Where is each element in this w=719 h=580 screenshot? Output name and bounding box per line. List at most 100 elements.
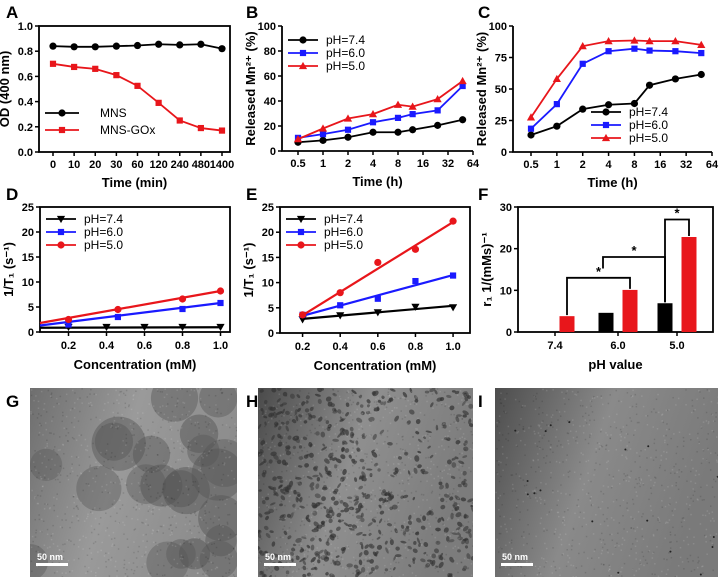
noise [543,499,546,502]
noise [605,444,607,447]
noise [449,535,451,537]
noise [339,516,341,518]
noise [303,446,306,449]
noise [654,573,656,576]
noise [575,394,578,396]
noise [87,513,89,516]
particle-fragment [332,393,337,397]
noise [652,426,654,428]
residual-dot [617,571,620,574]
particle-fragment [454,506,460,512]
noise [392,469,395,471]
noise [515,505,518,507]
series-line [297,80,464,140]
noise [287,561,290,564]
noise [212,562,214,564]
noise [336,423,338,426]
noise [368,418,370,420]
noise [162,504,164,507]
noise [219,389,222,391]
noise [673,465,675,468]
particle-fragment [400,540,407,544]
noise [390,537,392,539]
noise [362,411,364,413]
noise [168,528,170,530]
noise [399,468,401,471]
noise [347,547,350,549]
noise [123,392,125,395]
noise [441,422,444,424]
noise [426,499,428,501]
noise [32,540,34,543]
noise [570,548,573,551]
particle-fragment [418,438,422,443]
particle-fragment [361,544,364,550]
noise [331,448,333,451]
noise [351,464,354,467]
noise [600,445,603,447]
noise [272,405,275,408]
particle-fragment [457,483,463,488]
noise [642,538,645,540]
noise [299,403,301,405]
noise [351,392,353,395]
noise [537,432,540,434]
noise [613,519,615,521]
noise [387,391,390,394]
noise [528,495,531,498]
noise [559,574,561,577]
noise [306,567,308,570]
noise [612,500,615,503]
noise [74,392,76,394]
noise [370,459,373,461]
noise [194,421,197,424]
noise [687,508,690,510]
particle-fragment [455,512,462,518]
scale-bar [501,563,533,566]
x-tick-label: 32 [442,158,454,170]
noise [310,503,313,505]
data-point [368,110,378,118]
noise [51,458,53,460]
noise [705,411,708,414]
nanoparticle [146,541,189,577]
noise [503,405,505,407]
noise [313,461,316,464]
particle-fragment [457,532,462,537]
noise [389,412,391,414]
noise [155,497,158,499]
noise [698,560,700,562]
data-point [374,295,381,302]
noise [133,394,135,396]
noise [378,402,380,405]
noise [209,421,211,424]
noise [697,417,699,419]
noise [558,411,561,413]
noise [162,405,164,407]
noise [407,520,409,522]
noise [123,524,126,526]
noise [509,567,512,569]
noise [189,394,191,396]
noise [194,567,197,569]
noise [464,517,466,519]
noise [311,574,314,576]
particle-fragment [466,553,471,560]
noise [198,427,200,429]
particle-fragment [383,401,387,406]
noise [101,485,103,488]
noise [111,545,113,547]
data-point [369,119,377,126]
noise [229,456,231,458]
noise [584,571,587,574]
noise [539,470,542,472]
noise [32,413,34,415]
noise [624,475,627,477]
noise [356,542,359,545]
noise [38,518,41,521]
x-tick-label: 5.0 [669,340,684,352]
noise [628,441,630,444]
particle-fragment [322,443,326,447]
noise [53,433,55,435]
